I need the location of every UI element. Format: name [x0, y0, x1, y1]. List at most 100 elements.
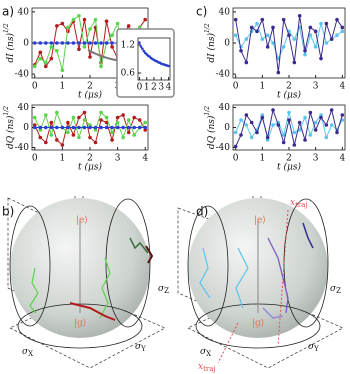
data-point: [260, 37, 265, 41]
y-tick-label: 1.2: [121, 41, 135, 51]
data-point: [93, 125, 98, 130]
data-point: [60, 41, 65, 45]
data-point: [265, 138, 270, 142]
data-point: [132, 133, 136, 137]
data-point: [132, 115, 136, 120]
data-point: [281, 140, 286, 145]
data-point: [82, 41, 87, 45]
y-tick-label: 0: [224, 123, 230, 133]
data-point: [276, 70, 281, 75]
data-point: [55, 48, 59, 53]
data-point: [99, 125, 103, 130]
x-tick-label: 0: [32, 82, 38, 92]
data-point: [66, 41, 70, 45]
data-point: [292, 130, 297, 135]
data-point: [110, 45, 114, 49]
data-point: [55, 24, 59, 28]
data-point: [55, 125, 59, 130]
data-point: [335, 17, 339, 22]
axis-label: σX: [200, 347, 211, 359]
y-tick-label: -40: [216, 70, 231, 80]
data-point: [99, 118, 103, 122]
data-point: [313, 128, 318, 132]
axis-label: σX: [22, 347, 33, 359]
data-point: [49, 45, 54, 49]
data-point: [239, 48, 243, 53]
data-point: [88, 55, 92, 59]
data-point: [329, 108, 334, 112]
data-point: [66, 25, 70, 30]
data-point: [340, 25, 345, 30]
traj-label: xtraj: [198, 362, 216, 374]
data-point: [82, 125, 87, 130]
trajectory: [69, 302, 116, 321]
state-label: |g⟩: [252, 319, 264, 329]
symbol: x: [290, 198, 295, 208]
axis-label: σY: [135, 342, 146, 354]
data-point: [319, 56, 323, 61]
symbol: σ: [200, 347, 207, 357]
data-point: [104, 19, 109, 24]
x-tick-label: 0: [233, 82, 239, 92]
data-point: [71, 133, 76, 137]
data-point: [88, 135, 92, 140]
data-point: [137, 125, 142, 130]
y-tick-label: -40: [15, 143, 30, 153]
state-label: |e⟩: [254, 216, 266, 226]
x-tick-label: 3: [313, 154, 319, 164]
data-point: [104, 120, 109, 125]
y-tick-label: 0: [23, 123, 29, 133]
data-point: [71, 41, 76, 45]
y-tick-label: 40: [18, 103, 30, 113]
data-point: [88, 125, 92, 130]
data-point: [287, 118, 291, 122]
data-point: [38, 41, 43, 45]
y-axis-label-main: dQ (ns): [5, 115, 16, 149]
y-tick-label: 0.6: [121, 69, 136, 79]
state-label: |g⟩: [74, 319, 86, 329]
data-point: [260, 17, 265, 22]
axis-label: σZ: [330, 284, 341, 296]
data-point: [143, 128, 148, 132]
trajectory: [129, 237, 149, 254]
data-point: [324, 123, 329, 127]
data-point: [142, 49, 146, 53]
data-point: [115, 120, 120, 125]
data-point: [244, 113, 249, 117]
data-point: [126, 118, 131, 122]
x-axis-label: t (μs): [78, 90, 102, 101]
x-tick-label: 1: [60, 154, 66, 164]
data-point: [324, 21, 329, 26]
data-point: [143, 120, 148, 125]
data-point: [239, 133, 243, 137]
data-point: [66, 130, 70, 135]
data-point: [32, 64, 37, 69]
y-axis-label-sup: 1/2: [204, 23, 211, 33]
data-point: [249, 135, 254, 140]
data-point: [82, 17, 87, 22]
data-point: [44, 64, 48, 69]
data-point: [110, 33, 114, 38]
data-point: [121, 125, 125, 130]
y-axis-label: dI (ns)1/2: [204, 23, 217, 62]
data-point: [287, 110, 291, 115]
data-point: [292, 37, 297, 41]
data-point: [271, 108, 275, 112]
data-point: [44, 60, 48, 65]
x-tick-label: 1: [144, 83, 150, 93]
data-point: [239, 118, 243, 122]
data-point: [303, 138, 307, 142]
y-axis-label: dI (ns)1/2: [3, 23, 16, 62]
data-point: [110, 130, 114, 135]
x-tick-label: 2: [87, 154, 93, 164]
data-point: [104, 115, 109, 120]
data-point: [244, 60, 249, 65]
data-point: [44, 125, 48, 130]
data-point: [233, 130, 238, 135]
data-point: [49, 133, 54, 137]
bloch-sphere: |e⟩ |g⟩ xtraj xtraj σZ σX σY: [177, 196, 344, 374]
data-point: [88, 27, 92, 31]
data-point: [249, 120, 254, 125]
x-tick-label: 3: [313, 82, 319, 92]
